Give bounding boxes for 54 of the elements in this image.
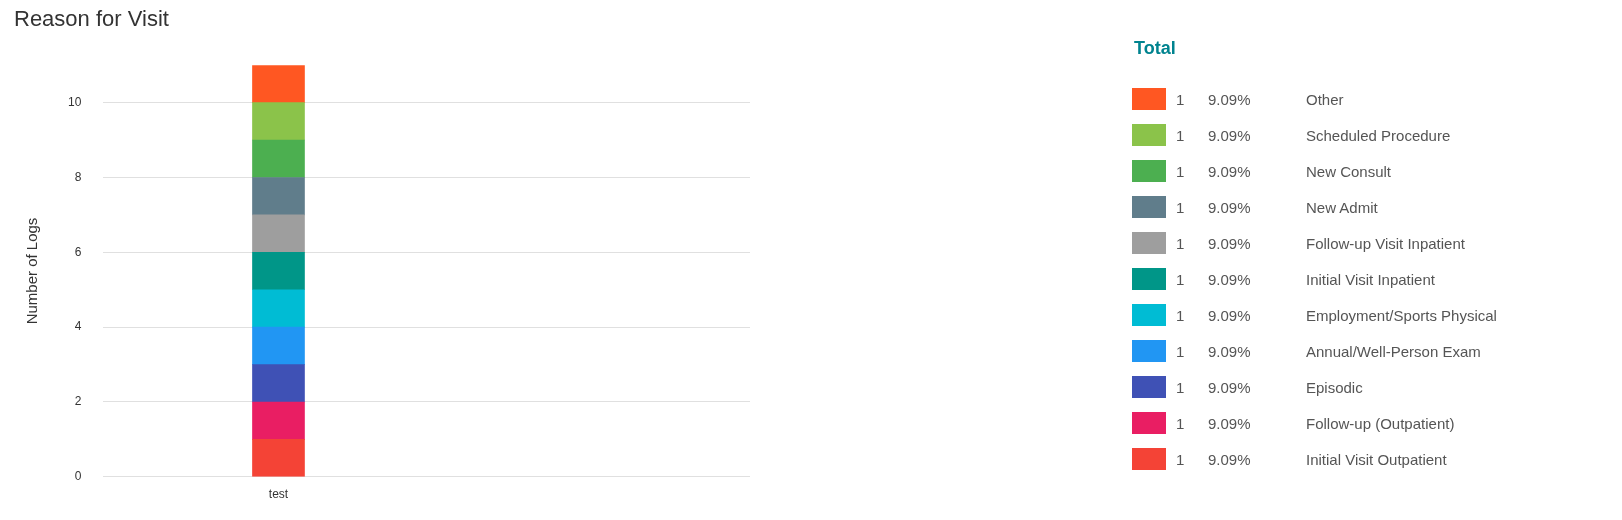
text: 9.09% (1208, 234, 1252, 252)
text: 1 (1176, 126, 1186, 144)
text: 9.09% (1208, 450, 1252, 468)
y-tick-label: 10 (67, 94, 82, 109)
y-tick-label: 2 (74, 394, 82, 409)
text: 1 (1176, 90, 1186, 108)
bar (252, 214, 305, 253)
text: 9.09% (1208, 270, 1252, 288)
chart-title: Reason for Visit (14, 6, 169, 32)
legend-title: Total (1134, 38, 1177, 59)
text: 1 (1176, 162, 1186, 180)
text: 9.09% (1208, 378, 1252, 396)
text: New Consult (1306, 162, 1392, 180)
x-tick-label: test (268, 487, 289, 502)
text: New Admit (1306, 198, 1378, 216)
text: Follow-up Visit Inpatient (1306, 234, 1465, 252)
text: 9.09% (1208, 414, 1252, 432)
bar (252, 251, 305, 291)
text: Employment/Sports Physical (1306, 306, 1497, 324)
text: Scheduled Procedure (1306, 126, 1451, 144)
bar (252, 139, 305, 178)
y-tick-label: 4 (74, 319, 82, 334)
text: 1 (1176, 414, 1186, 432)
text: 1 (1176, 270, 1186, 288)
text: 9.09% (1208, 342, 1252, 360)
bar (252, 439, 305, 477)
text: 9.09% (1208, 306, 1252, 324)
bar (252, 65, 305, 103)
text: Initial Visit Outpatient (1306, 450, 1447, 468)
y-axis-title: Number of Logs (23, 217, 41, 325)
bar (252, 102, 305, 141)
text: Follow-up (Outpatient) (1306, 414, 1455, 432)
y-tick-label: 6 (74, 244, 82, 259)
text: 9.09% (1208, 162, 1252, 180)
text: 1 (1176, 306, 1186, 324)
bar (252, 326, 305, 365)
text: 9.09% (1208, 198, 1252, 216)
text: Initial Visit Inpatient (1306, 270, 1435, 288)
y-tick-label: 0 (74, 469, 82, 484)
bar (252, 177, 305, 216)
text: 9.09% (1208, 90, 1252, 108)
text: 1 (1176, 234, 1186, 252)
bar (252, 364, 305, 403)
bar (252, 289, 305, 328)
text: 1 (1176, 378, 1186, 396)
text: 1 (1176, 198, 1186, 216)
text: 9.09% (1208, 126, 1252, 144)
text: Annual/Well-Person Exam (1306, 342, 1481, 360)
text: 1 (1176, 342, 1186, 360)
text: Episodic (1306, 378, 1363, 396)
text: 1 (1176, 450, 1186, 468)
text: Other (1306, 90, 1344, 108)
y-tick-label: 8 (74, 169, 82, 184)
bar (252, 401, 305, 440)
